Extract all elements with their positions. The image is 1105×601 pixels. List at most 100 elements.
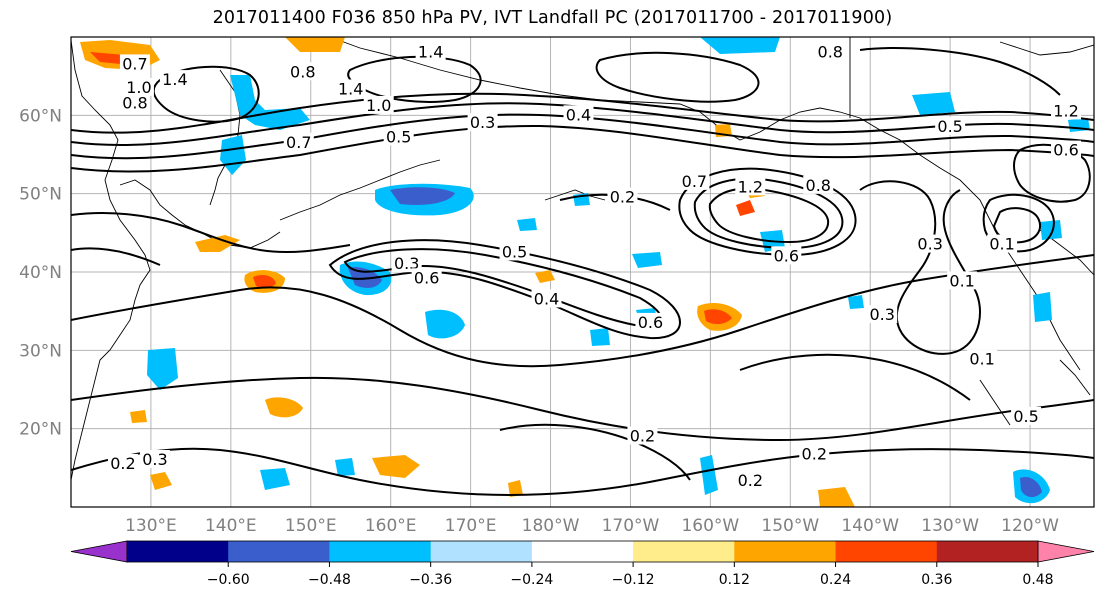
contour-label-bg [915,234,946,253]
contour-label: 0.2 [610,188,635,207]
contour-label-bg [867,305,898,324]
colorbar-segment [531,541,634,562]
colorbar-extend-max [1037,540,1095,563]
shade-warm [265,397,303,418]
contour-label-bg [363,95,394,114]
contour-label-bg [467,113,498,132]
colorbar-segment [228,541,330,562]
lon-tick-label: 120°W [1001,516,1059,536]
contour-label: 0.3 [470,113,495,132]
contour-label-bg [803,175,834,194]
contour-label-bg [123,77,154,96]
shade-warm [508,480,523,497]
colorbar-tick-label: −0.60 [207,572,250,588]
lon-tick-label: 170°E [445,516,497,536]
colorbar-tick-label: −0.48 [308,572,351,588]
figure-title: 2017011400 F036 850 hPa PV, IVT Landfall… [212,8,893,28]
lon-tick-label: 170°W [602,516,660,536]
shade-warm [130,410,147,423]
shade-cool [1033,292,1052,322]
contour-label-bg [119,93,150,112]
contour-label-bg [799,444,830,463]
contour-label: 0.7 [122,54,147,73]
shade-cool [912,92,955,115]
contour-label: 0.8 [818,43,843,62]
lon-tick-label: 140°E [205,516,257,536]
colorbar-tick-label: −0.36 [409,572,452,588]
shade-cool [632,252,662,268]
contour-label: 0.7 [682,172,707,191]
map-border [70,36,1095,508]
contour-label: 0.5 [1013,407,1038,426]
latitude-ticks: 60°N 50°N 40°N 30°N 20°N [19,106,62,439]
lon-tick-label: 140°W [841,516,899,536]
contour-label: 1.0 [366,96,391,115]
contour-label: 0.4 [534,289,559,308]
colorbar-tick-label: −0.24 [510,572,553,588]
contour-label: 0.1 [989,235,1014,254]
contour-label-bg [1051,101,1082,120]
contour-label-bg [935,117,966,136]
lat-tick-label: 20°N [19,420,62,440]
shade-cool [700,455,718,495]
shade-cool [1040,220,1062,240]
contour-label: 0.2 [110,454,135,473]
contour-label-bg [627,426,658,445]
contour-label: 0.6 [1053,141,1078,160]
contour-label-bg [283,132,314,151]
contour-label: 0.5 [502,242,527,261]
contour-label-bg [607,187,638,206]
lon-tick-label: 150°W [761,516,819,536]
shade-warm [736,200,755,216]
lat-tick-label: 60°N [19,106,62,126]
colorbar-outline [126,540,1039,563]
contour-label: 0.2 [738,471,763,490]
colorbar-segment [633,541,735,562]
contour-label: 0.1 [969,350,994,369]
shade-cool [260,468,290,490]
contour-label-bg [735,471,766,490]
colorbar-segment [936,541,1039,562]
contour-label-bg [635,312,666,331]
contour-label-bg [411,268,442,287]
colorbar-segment [734,541,837,562]
contour-label-bg [563,105,594,124]
shade-cool [590,328,610,346]
shade-cool [700,37,780,54]
shade-warm [253,275,276,288]
colorbar-tick-label: 0.48 [1022,572,1053,588]
contour-label: 0.5 [937,117,962,136]
colorbar-segment [329,541,432,562]
shade-cool [425,309,465,339]
colorbar-segment [127,541,229,562]
shade-warm [195,235,240,252]
shade-warm [535,270,555,283]
contour-label: 0.2 [802,445,827,464]
colorbar-segment [430,541,533,562]
shade-warm [818,487,855,507]
contour-label-bg [415,42,446,61]
colorbar-segment [835,541,938,562]
contour-label: 1.0 [126,78,151,97]
lon-tick-label: 160°E [365,516,417,536]
lon-tick-label: 130°W [921,516,979,536]
contour-label: 0.6 [774,246,799,265]
contour-label: 0.8 [122,94,147,113]
contour-label-bg [987,234,1018,253]
contour-label: 0.8 [806,176,831,195]
lon-tick-label: 150°E [285,516,337,536]
contour-label: 0.7 [286,133,311,152]
contour-label: 1.4 [162,70,187,89]
shade-warm [285,37,345,52]
colorbar-tick-label: −0.12 [612,572,655,588]
contour-label-bg [391,254,422,273]
contour-label-bg [287,62,318,81]
lon-tick-label: 130°E [125,516,177,536]
contour-label-bg [947,271,978,290]
colorbar-tick-label: 0.24 [820,572,851,588]
contour-label-bg [771,246,802,265]
contour-label-bg [679,171,710,190]
lon-tick-label: 180°W [522,516,580,536]
lat-tick-label: 50°N [19,185,62,205]
